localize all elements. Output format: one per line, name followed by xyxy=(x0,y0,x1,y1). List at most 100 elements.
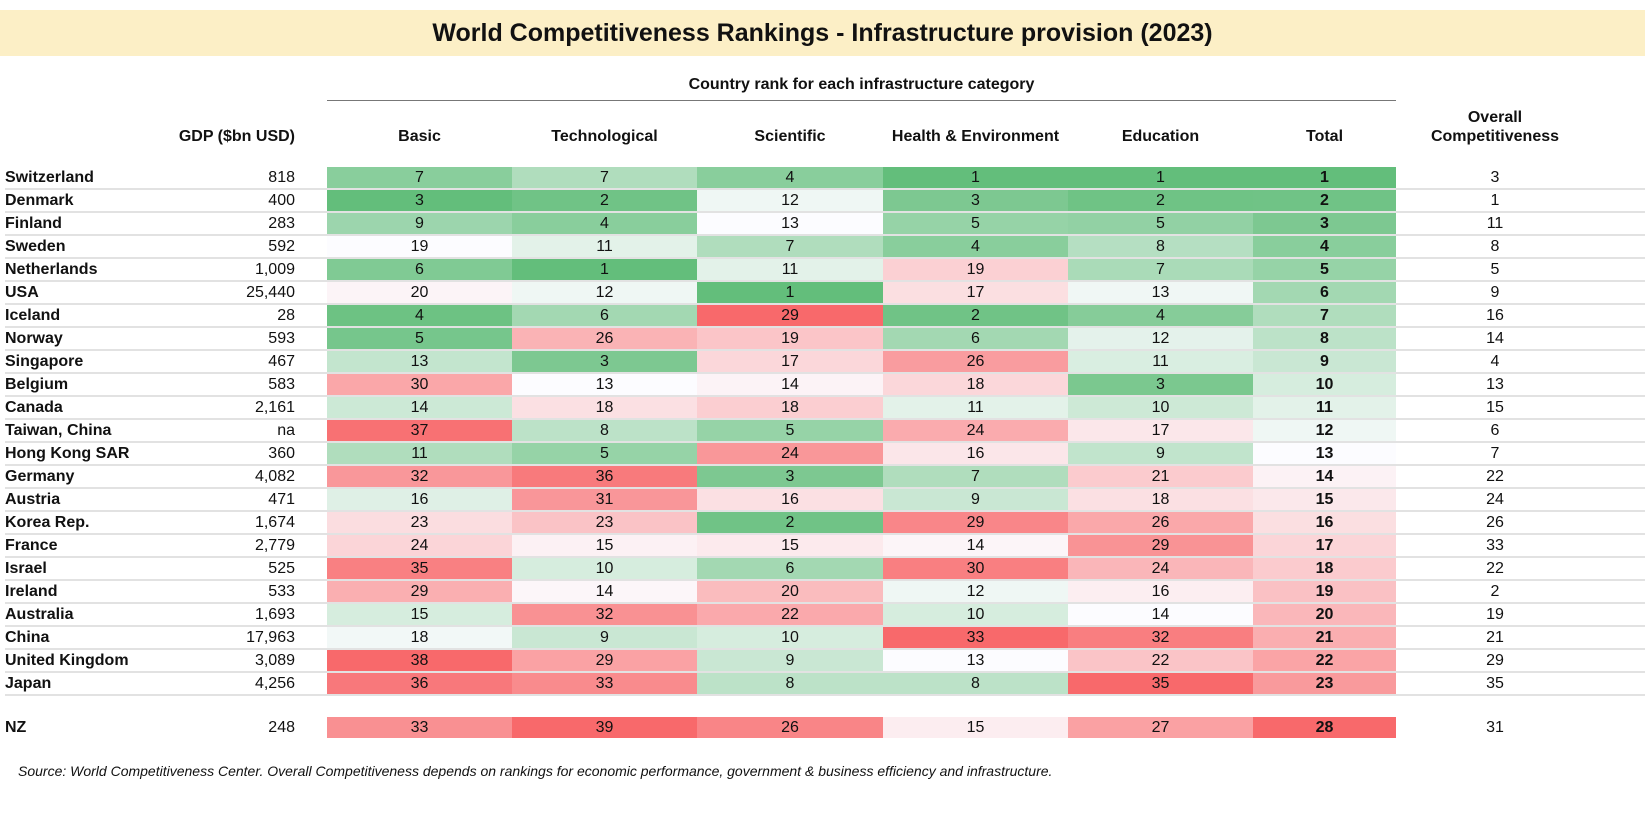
country-name: Switzerland xyxy=(5,169,94,186)
rank-health-cell: 14 xyxy=(883,535,1068,556)
rank-technological-cell: 2 xyxy=(512,190,697,211)
overall-rank: 22 xyxy=(1486,468,1504,485)
gdp-value: 1,693 xyxy=(254,606,295,623)
rank-basic-cell: 5 xyxy=(327,328,512,349)
table-row: Hong Kong SAR 360 11 5 24 16 9 13 7 xyxy=(5,443,1645,466)
rank-total-cell: 18 xyxy=(1253,558,1396,579)
country-name: Australia xyxy=(5,606,74,623)
rank-education-cell: 21 xyxy=(1068,466,1253,487)
rank-technological-cell: 18 xyxy=(512,397,697,418)
rank-education-cell: 26 xyxy=(1068,512,1253,533)
country-name: Sweden xyxy=(5,238,66,255)
rank-technological-cell: 26 xyxy=(512,328,697,349)
rank-total-cell: 11 xyxy=(1253,397,1396,418)
rank-health-cell: 13 xyxy=(883,650,1068,671)
gdp-value: 17,963 xyxy=(246,629,295,646)
country-name: Singapore xyxy=(5,353,84,370)
overall-rank: 19 xyxy=(1486,606,1504,623)
rank-scientific-cell: 13 xyxy=(697,213,883,234)
rank-education-cell: 9 xyxy=(1068,443,1253,464)
rank-health-cell: 12 xyxy=(883,581,1068,602)
rank-basic-cell: 24 xyxy=(327,535,512,556)
rank-scientific-cell: 5 xyxy=(697,420,883,441)
rank-education-cell: 4 xyxy=(1068,305,1253,326)
source-note: Source: World Competitiveness Center. Ov… xyxy=(18,763,1053,779)
rank-health-cell: 6 xyxy=(883,328,1068,349)
rank-scientific-cell: 17 xyxy=(697,351,883,372)
rank-basic-cell: 36 xyxy=(327,673,512,694)
gdp-value: 3,089 xyxy=(254,652,295,669)
rank-basic-cell: 37 xyxy=(327,420,512,441)
rank-technological-cell: 8 xyxy=(512,420,697,441)
rank-scientific-cell: 14 xyxy=(697,374,883,395)
country-name: Korea Rep. xyxy=(5,514,90,531)
rank-total-cell: 1 xyxy=(1253,167,1396,188)
gdp-value: 283 xyxy=(268,215,295,232)
rank-education-cell: 8 xyxy=(1068,236,1253,257)
rank-total-cell: 13 xyxy=(1253,443,1396,464)
rank-health-cell: 24 xyxy=(883,420,1068,441)
overall-rank: 11 xyxy=(1486,215,1504,232)
rank-basic-cell: 7 xyxy=(327,167,512,188)
overall-rank: 8 xyxy=(1490,238,1500,255)
overall-rank: 2 xyxy=(1490,583,1500,600)
rank-health-cell: 30 xyxy=(883,558,1068,579)
rank-health-cell: 10 xyxy=(883,604,1068,625)
header-overall: Overall Competitiveness xyxy=(1420,108,1570,146)
header-total: Total xyxy=(1305,128,1344,145)
rank-education-cell: 27 xyxy=(1068,717,1253,738)
country-name: NZ xyxy=(5,719,27,736)
header-gdp: GDP ($bn USD) xyxy=(178,128,295,145)
rank-education-cell: 22 xyxy=(1068,650,1253,671)
rank-total-cell: 19 xyxy=(1253,581,1396,602)
table-row: Iceland 28 4 6 29 2 4 7 16 xyxy=(5,305,1645,328)
rank-technological-cell: 31 xyxy=(512,489,697,510)
overall-rank: 6 xyxy=(1490,422,1500,439)
overall-rank: 33 xyxy=(1486,537,1504,554)
rank-basic-cell: 9 xyxy=(327,213,512,234)
gdp-value: 400 xyxy=(268,192,295,209)
rank-scientific-cell: 10 xyxy=(697,627,883,648)
country-name: Israel xyxy=(5,560,47,577)
rank-total-cell: 14 xyxy=(1253,466,1396,487)
rank-technological-cell: 32 xyxy=(512,604,697,625)
rank-education-cell: 10 xyxy=(1068,397,1253,418)
rank-total-cell: 10 xyxy=(1253,374,1396,395)
country-name: China xyxy=(5,629,50,646)
rank-total-cell: 12 xyxy=(1253,420,1396,441)
gdp-value: 4,256 xyxy=(254,675,295,692)
rank-technological-cell: 10 xyxy=(512,558,697,579)
gdp-value: 28 xyxy=(277,307,295,324)
rank-scientific-cell: 15 xyxy=(697,535,883,556)
rank-basic-cell: 30 xyxy=(327,374,512,395)
rank-technological-cell: 14 xyxy=(512,581,697,602)
rank-basic-cell: 6 xyxy=(327,259,512,280)
rank-education-cell: 35 xyxy=(1068,673,1253,694)
country-name: Hong Kong SAR xyxy=(5,445,130,462)
overall-rank: 7 xyxy=(1490,445,1500,462)
country-name: Taiwan, China xyxy=(5,422,112,439)
rank-total-cell: 9 xyxy=(1253,351,1396,372)
rank-total-cell: 3 xyxy=(1253,213,1396,234)
rank-basic-cell: 15 xyxy=(327,604,512,625)
rank-health-cell: 17 xyxy=(883,282,1068,303)
overall-rank: 26 xyxy=(1486,514,1504,531)
rank-education-cell: 14 xyxy=(1068,604,1253,625)
rank-scientific-cell: 16 xyxy=(697,489,883,510)
rank-basic-cell: 23 xyxy=(327,512,512,533)
rank-basic-cell: 32 xyxy=(327,466,512,487)
overall-rank: 3 xyxy=(1490,169,1500,186)
rank-basic-cell: 33 xyxy=(327,717,512,738)
rank-total-cell: 8 xyxy=(1253,328,1396,349)
rank-education-cell: 2 xyxy=(1068,190,1253,211)
overall-rank: 16 xyxy=(1486,307,1504,324)
rank-basic-cell: 35 xyxy=(327,558,512,579)
table-row: Austria 471 16 31 16 9 18 15 24 xyxy=(5,489,1645,512)
rank-scientific-cell: 2 xyxy=(697,512,883,533)
rank-total-cell: 23 xyxy=(1253,673,1396,694)
overall-rank: 31 xyxy=(1486,719,1504,736)
rank-health-cell: 11 xyxy=(883,397,1068,418)
rank-health-cell: 9 xyxy=(883,489,1068,510)
rank-technological-cell: 12 xyxy=(512,282,697,303)
rank-scientific-cell: 9 xyxy=(697,650,883,671)
